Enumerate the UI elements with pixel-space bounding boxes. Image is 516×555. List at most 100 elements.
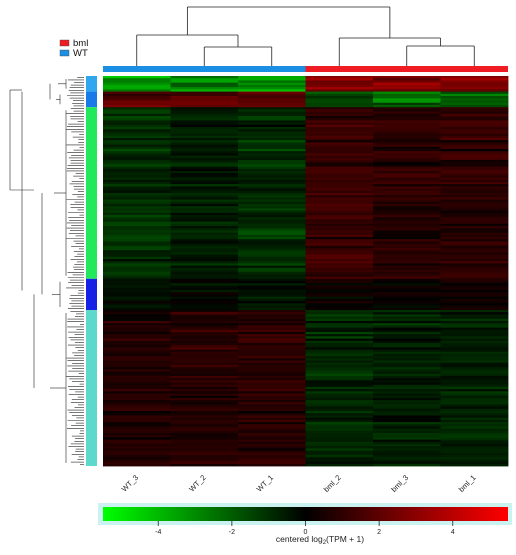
heatmap-cell [305, 241, 374, 244]
heatmap-cell [440, 391, 509, 394]
scale-tick-label: 0 [304, 529, 308, 536]
heatmap-cell [373, 272, 441, 275]
heatmap-cell [238, 127, 306, 130]
heatmap-cell [373, 413, 441, 416]
heatmap-cell [170, 389, 239, 392]
heatmap-cell [373, 221, 441, 225]
heatmap-cell [373, 179, 441, 183]
heatmap-cell [440, 245, 509, 249]
heatmap-cell [170, 107, 239, 110]
heatmap-cell [170, 226, 239, 229]
heatmap-cell [305, 261, 374, 264]
heatmap-cell [238, 140, 306, 143]
heatmap-cell [373, 230, 441, 233]
heatmap-cell [103, 155, 171, 159]
heatmap-cell [103, 294, 171, 298]
heatmap-cell [440, 406, 509, 410]
heatmap-cell [170, 371, 239, 375]
heatmap-cell [238, 404, 306, 408]
heatmap-cell [238, 430, 306, 434]
heatmap-cell [103, 217, 171, 220]
heatmap-cell [305, 323, 374, 326]
heatmap-cell [170, 298, 239, 302]
heatmap-cell [440, 360, 509, 364]
heatmap-cell [305, 408, 374, 412]
heatmap-cell [238, 162, 306, 165]
heatmap-cell [238, 296, 306, 300]
heatmap-cell [305, 441, 374, 445]
heatmap-cell [440, 353, 509, 357]
heatmap-cell [238, 144, 306, 148]
heatmap-cell [305, 274, 374, 277]
heatmap-cell [373, 184, 441, 187]
heatmap-cell [170, 448, 239, 452]
heatmap-cell [238, 375, 306, 379]
heatmap-cell [238, 232, 306, 236]
heatmap-cell [170, 301, 239, 304]
heatmap-cell [305, 371, 374, 375]
heatmap-cell [440, 149, 509, 152]
heatmap-cell [373, 419, 441, 423]
heatmap-cell [170, 362, 239, 366]
heatmap-cell [373, 312, 441, 315]
heatmap-cell [238, 411, 306, 414]
heatmap-cell [170, 278, 239, 282]
heatmap-cell [238, 463, 306, 467]
heatmap-cell [373, 100, 441, 104]
heatmap-cell [103, 318, 171, 322]
heatmap-cell [373, 395, 441, 399]
heatmap-cell [305, 285, 374, 289]
heatmap-cell [103, 162, 171, 165]
heatmap-cell [170, 223, 239, 227]
heatmap-cell [373, 345, 441, 348]
heatmap-cell [238, 320, 306, 324]
heatmap-cell [373, 437, 441, 441]
heatmap-cell [305, 267, 374, 271]
heatmap-cell [238, 107, 306, 110]
heatmap-cell [103, 386, 171, 390]
heatmap-cell [170, 131, 239, 134]
heatmap-cell [440, 197, 509, 200]
heatmap-cell [373, 168, 441, 172]
heatmap-cell [440, 444, 509, 447]
heatmap-cell [373, 424, 441, 427]
heatmap-cell [103, 371, 171, 375]
heatmap-cell [170, 402, 239, 405]
heatmap-cell [170, 151, 239, 154]
heatmap-cell [170, 195, 239, 198]
heatmap-cell [373, 446, 441, 449]
heatmap-cell [170, 380, 239, 383]
heatmap-cell [103, 393, 171, 397]
heatmap-cell [170, 373, 239, 377]
heatmap-cell [440, 373, 509, 377]
heatmap-cell [238, 327, 306, 331]
heatmap-cell [305, 351, 374, 355]
heatmap-cell [103, 184, 171, 187]
heatmap-cell [373, 318, 441, 322]
heatmap-cell [103, 267, 171, 271]
heatmap-cell [440, 349, 509, 353]
heatmap-cell [238, 166, 306, 170]
heatmap-cell [440, 364, 509, 368]
heatmap-cell [440, 318, 509, 322]
heatmap-cell [170, 395, 239, 399]
heatmap-cell [170, 356, 239, 359]
heatmap-cell [170, 243, 239, 247]
heatmap-cell [440, 303, 509, 306]
heatmap-cell [170, 289, 239, 293]
heatmap-cell [305, 364, 374, 368]
heatmap-cell [305, 116, 374, 119]
heatmap-cell [305, 195, 374, 198]
heatmap-cell [103, 402, 171, 405]
heatmap-cell [440, 160, 509, 163]
heatmap-cell [305, 296, 374, 300]
heatmap-cell [440, 419, 509, 423]
heatmap-cell [440, 276, 509, 280]
heatmap-cell [170, 237, 239, 240]
heatmap-cell [373, 122, 441, 126]
heatmap-cell [238, 102, 306, 106]
heatmap-cell [440, 168, 509, 172]
heatmap-cell [103, 248, 171, 251]
color-scale-ticks: -4 -2 0 2 4 [155, 521, 455, 536]
heatmap-cell [373, 391, 441, 394]
